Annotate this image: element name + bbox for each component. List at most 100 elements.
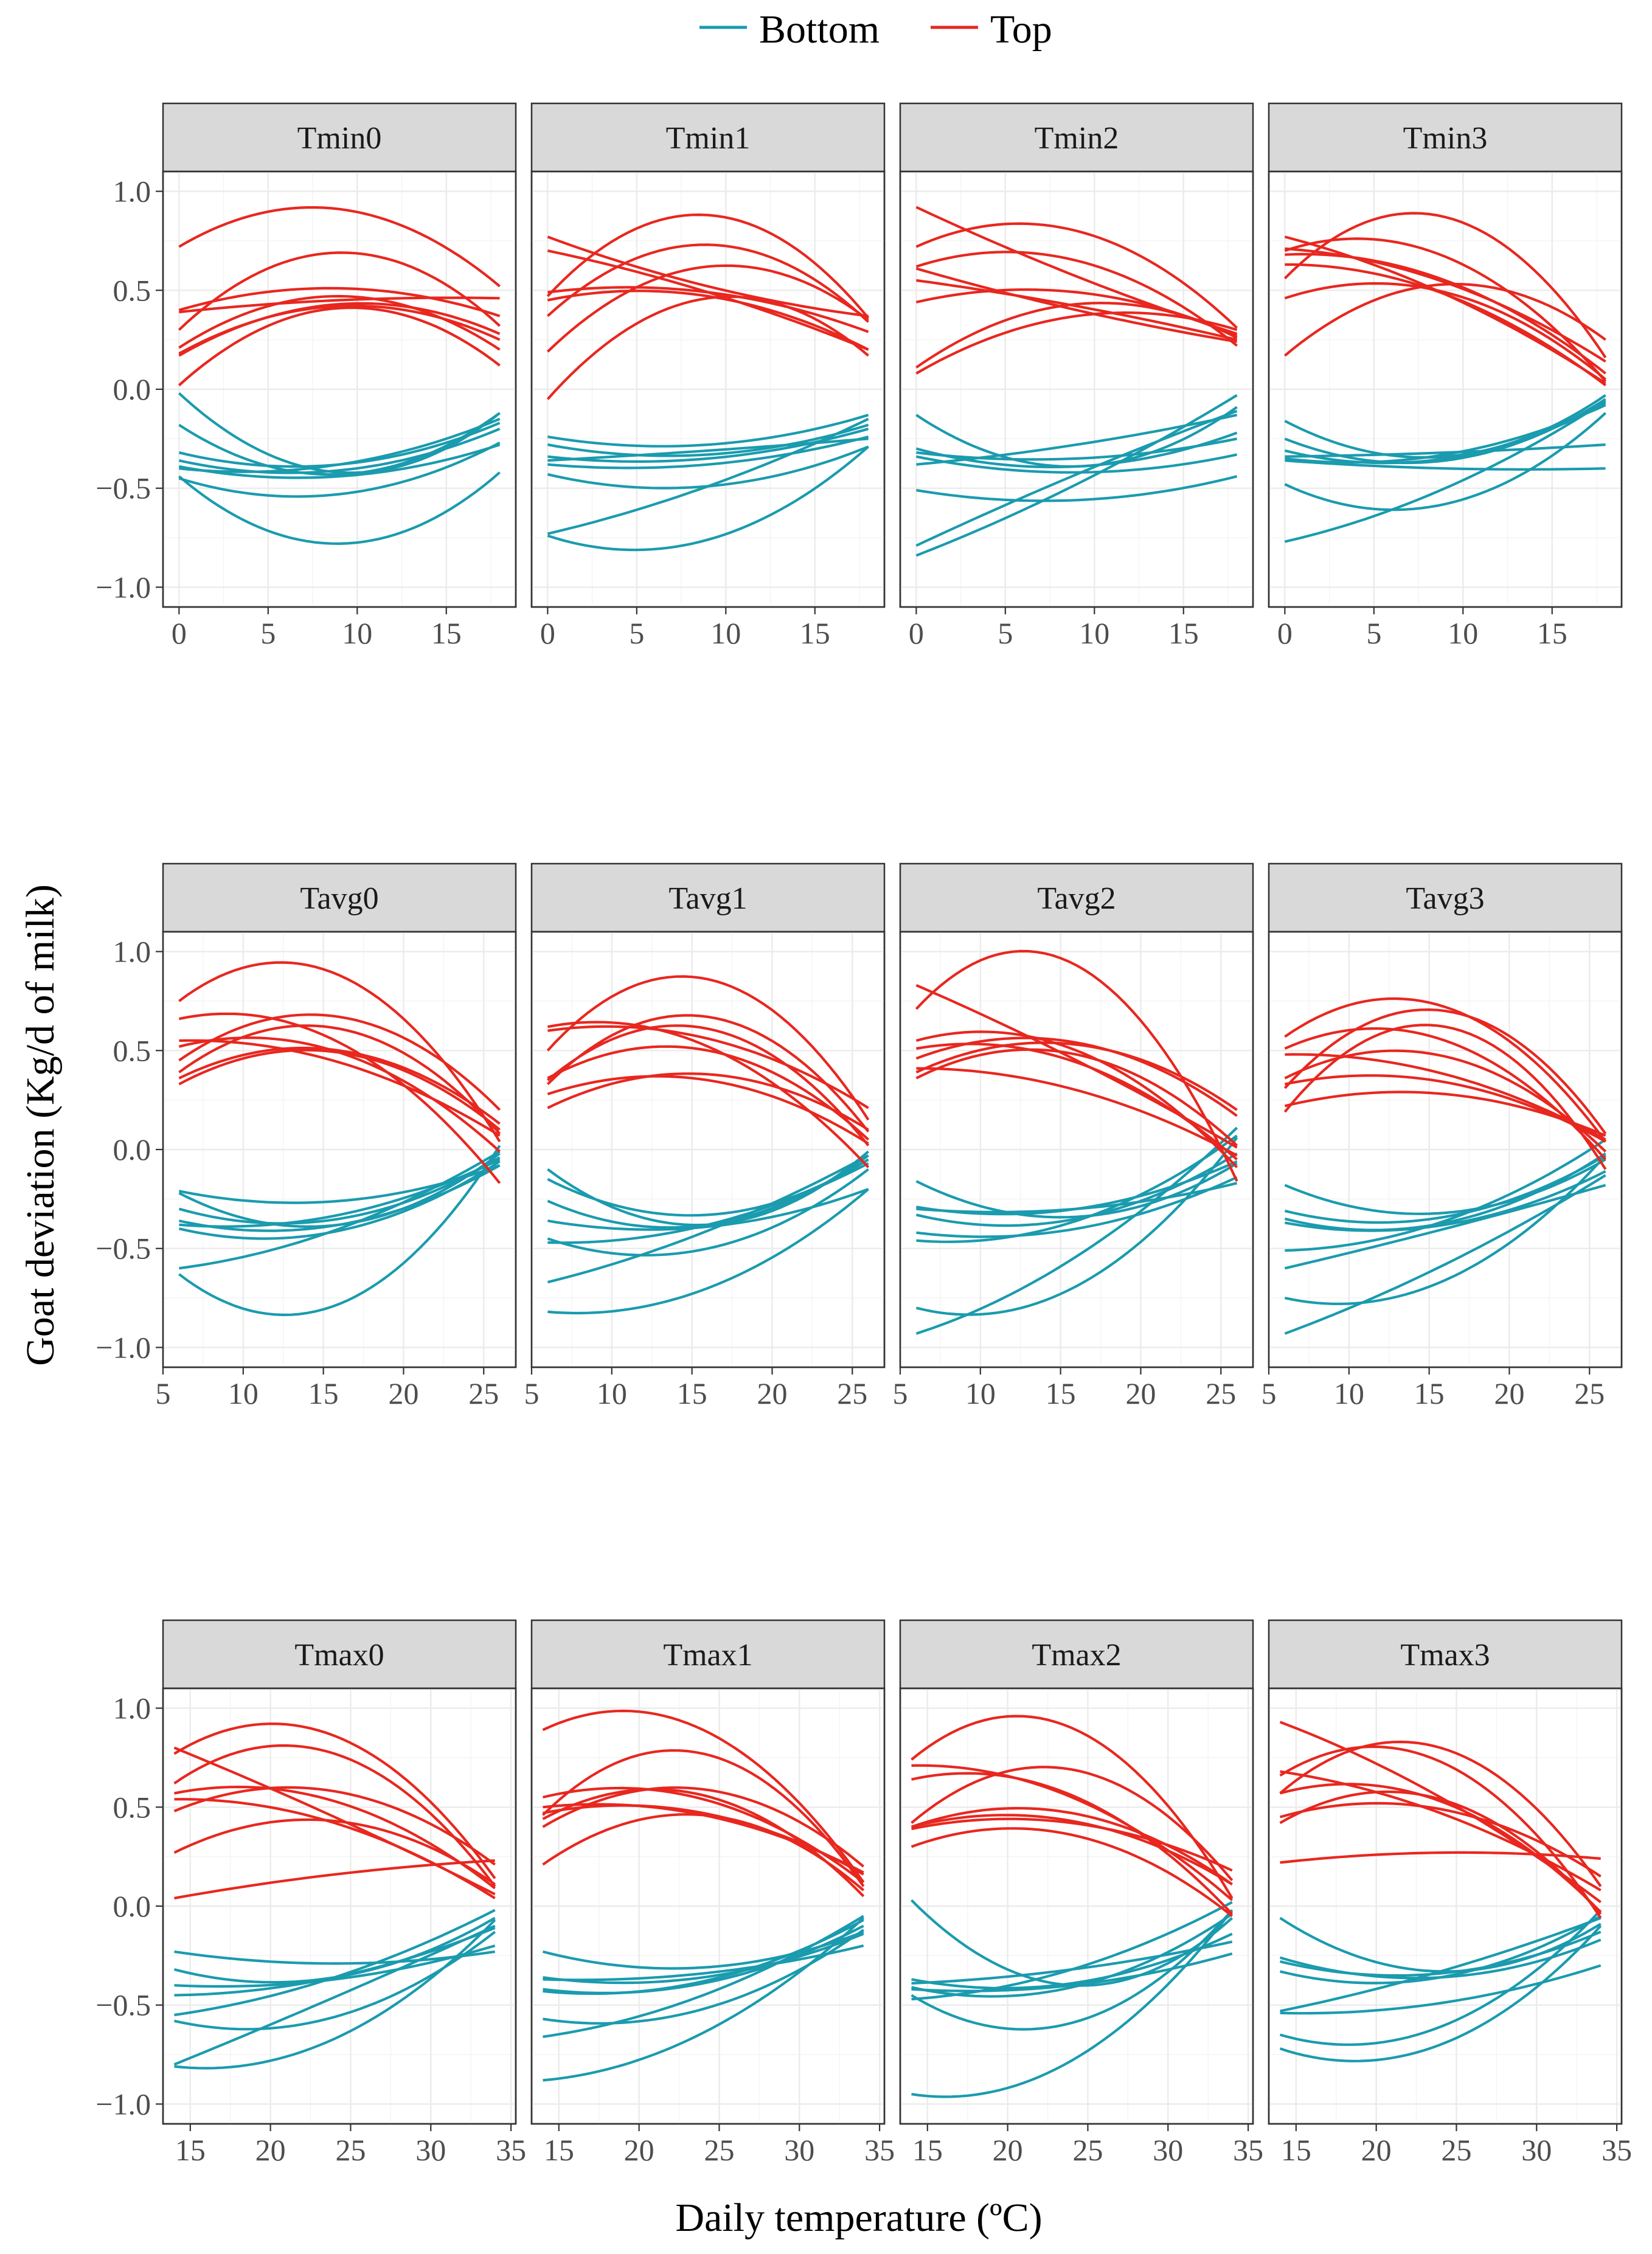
curve-top: [546, 213, 870, 319]
x-tick-label: 0: [540, 616, 555, 650]
y-tick-label: −1.0: [95, 1330, 151, 1364]
curve-top: [178, 286, 501, 317]
panel-Tmax0: Tmax0 15 20 25 30 35 −1.0 −0.5 0.0 0.5 1.0: [95, 1619, 526, 2167]
facet-label: Tavg2: [1037, 881, 1116, 916]
curve-bottom: [911, 1909, 1234, 2031]
x-tick-label: 20: [388, 1376, 418, 1410]
y-tick-label: 0.5: [113, 1033, 151, 1067]
curve-top: [546, 295, 869, 400]
curve-top: [173, 1818, 496, 1885]
curve-top: [546, 1014, 870, 1133]
x-tick-label: 10: [965, 1376, 996, 1410]
x-tick-label: 20: [1361, 2133, 1392, 2167]
x-tick-label: 10: [1448, 616, 1478, 650]
y-tick-label: 0.5: [113, 273, 151, 307]
x-tick-label: 10: [597, 1376, 627, 1410]
curve-bottom: [543, 1932, 864, 1985]
x-tick-label: 0: [1277, 616, 1293, 650]
curve-bottom: [916, 1160, 1238, 1216]
x-tick-label: 20: [757, 1376, 787, 1410]
x-tick-label: 15: [1537, 616, 1567, 650]
x-tick-label: 5: [629, 616, 644, 650]
curve-top: [1284, 1074, 1606, 1143]
curve-top: [178, 206, 501, 288]
curve-top: [915, 311, 1238, 375]
curve-top: [911, 1827, 1233, 1917]
gridlines: [532, 1688, 884, 2124]
x-tick-label: 5: [998, 616, 1013, 650]
curve-bottom: [179, 443, 501, 479]
curve-top: [173, 1786, 496, 1866]
x-tick-label: 0: [909, 616, 924, 650]
curve-bottom: [174, 1926, 496, 1997]
curve-top: [178, 1012, 501, 1184]
curve-top: [1280, 1851, 1601, 1864]
x-tick-label: 5: [524, 1376, 540, 1410]
curve-top: [542, 1709, 865, 1884]
y-tick-label: −1.0: [95, 570, 151, 604]
panel-Tmin2: Tmin2 0 5 10 15: [899, 102, 1254, 650]
curve-top: [911, 1764, 1234, 1901]
x-tick-label: 25: [1206, 1376, 1236, 1410]
facet-strip: [162, 102, 517, 173]
curve-top: [547, 1024, 870, 1146]
x-tick-label: 5: [1262, 1376, 1277, 1410]
panel-Tavg3: Tavg3 5 10 15 20 25: [1262, 862, 1623, 1410]
plot-border: [1268, 170, 1623, 608]
curve-top: [178, 1036, 501, 1153]
curve-top: [916, 279, 1238, 341]
x-tick-label: 0: [172, 616, 187, 650]
y-tick-label: 0.0: [113, 1889, 151, 1923]
legend: Bottom Top: [699, 7, 1052, 52]
curve-bottom: [543, 1924, 864, 1994]
curve-bottom: [1280, 1915, 1602, 1985]
curve-top: [915, 251, 1238, 347]
curve-top: [173, 1722, 496, 1879]
curve-bottom: [1280, 1964, 1602, 2015]
curve-top: [915, 1048, 1238, 1147]
x-tick-label: 10: [1334, 1376, 1364, 1410]
x-tick-label: 25: [704, 2133, 734, 2167]
panel-Tmin3: Tmin3 0 5 10 15: [1268, 102, 1623, 650]
panel-Tmax3: Tmax3 15 20 25 30 35: [1268, 1619, 1632, 2167]
x-tick-label: 15: [800, 616, 830, 650]
curve-top: [1285, 1053, 1606, 1141]
curve-bottom: [915, 409, 1238, 547]
facet-label: Tmin3: [1403, 121, 1488, 156]
curve-top: [911, 1715, 1234, 1899]
panel-Tmax1: Tmax1 15 20 25 30 35: [530, 1619, 895, 2167]
curve-bottom: [1284, 1184, 1606, 1270]
curve-bottom: [547, 1154, 869, 1284]
curve-top: [547, 1021, 870, 1168]
facet-strip: [530, 1619, 886, 1690]
x-tick-label: 20: [255, 2133, 286, 2167]
plot-border: [899, 170, 1254, 608]
facet-strip: [1268, 862, 1623, 933]
curve-top: [542, 1786, 865, 1868]
curve-top: [1283, 212, 1607, 359]
facet-strip: [1268, 1619, 1623, 1690]
panel-Tmin0: Tmin0 0 5 10 15 −1.0 −0.5 0.0 0.5 1.0: [95, 102, 517, 650]
gridlines: [899, 932, 1253, 1367]
facet-label: Tavg3: [1406, 881, 1484, 916]
curve-bottom: [915, 431, 1238, 469]
curve-top: [915, 1030, 1238, 1168]
curve-bottom: [911, 1932, 1233, 1989]
curve-top: [173, 1744, 496, 1887]
curve-top: [547, 290, 869, 351]
legend-label-top: Top: [990, 7, 1052, 52]
x-tick-label: 10: [1079, 616, 1109, 650]
curve-top: [915, 1041, 1238, 1111]
curve-bottom: [178, 1152, 501, 1228]
curve-top: [915, 302, 1238, 369]
curve-top: [1285, 263, 1606, 387]
curve-top: [547, 1045, 870, 1141]
panel-Tavg1: Tavg1 5 10 15 20 25: [524, 862, 886, 1410]
facet-label: Tmax1: [663, 1638, 752, 1673]
curve-bottom: [1285, 459, 1606, 471]
curve-bottom: [915, 453, 1238, 474]
curve-top: [1283, 1024, 1607, 1170]
facet-strip: [1268, 102, 1623, 173]
x-tick-label: 15: [1046, 1376, 1076, 1410]
gridlines: [162, 932, 516, 1367]
